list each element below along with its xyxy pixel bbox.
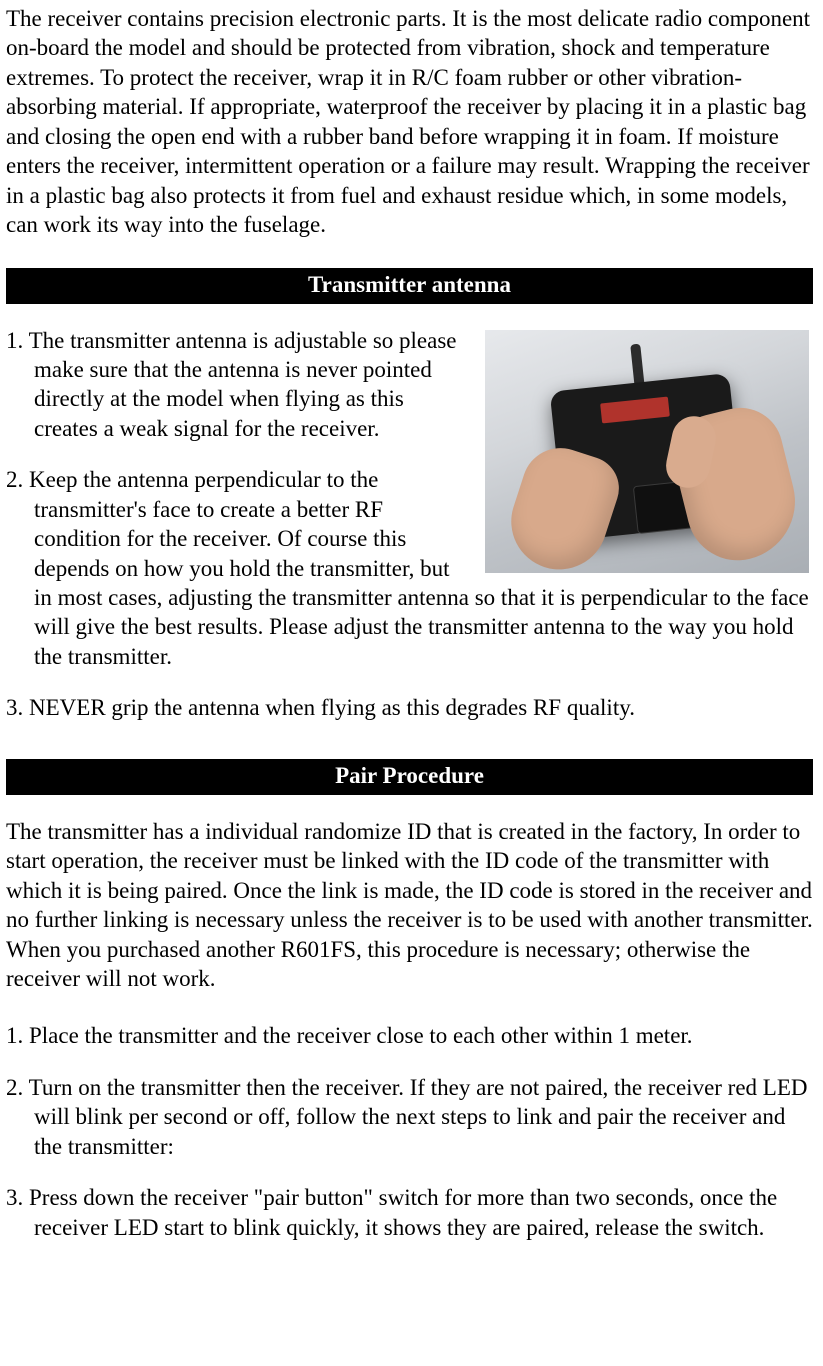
section-heading-antenna: Transmitter antenna (6, 268, 813, 304)
page: The receiver contains precision electron… (0, 0, 823, 1284)
transmitter-photo (485, 330, 809, 573)
list-item: 3. NEVER grip the antenna when flying as… (6, 693, 813, 722)
intro-paragraph: The receiver contains precision electron… (6, 4, 813, 240)
section-heading-pair: Pair Procedure (6, 759, 813, 795)
pair-list: 1. Place the transmitter and the receive… (6, 1021, 813, 1242)
list-item: 2. Turn on the transmitter then the rece… (6, 1073, 813, 1161)
list-item: 1. Place the transmitter and the receive… (6, 1021, 813, 1050)
pair-intro-paragraph: The transmitter has a individual randomi… (6, 817, 813, 994)
list-item: 3. Press down the receiver "pair button"… (6, 1183, 813, 1242)
